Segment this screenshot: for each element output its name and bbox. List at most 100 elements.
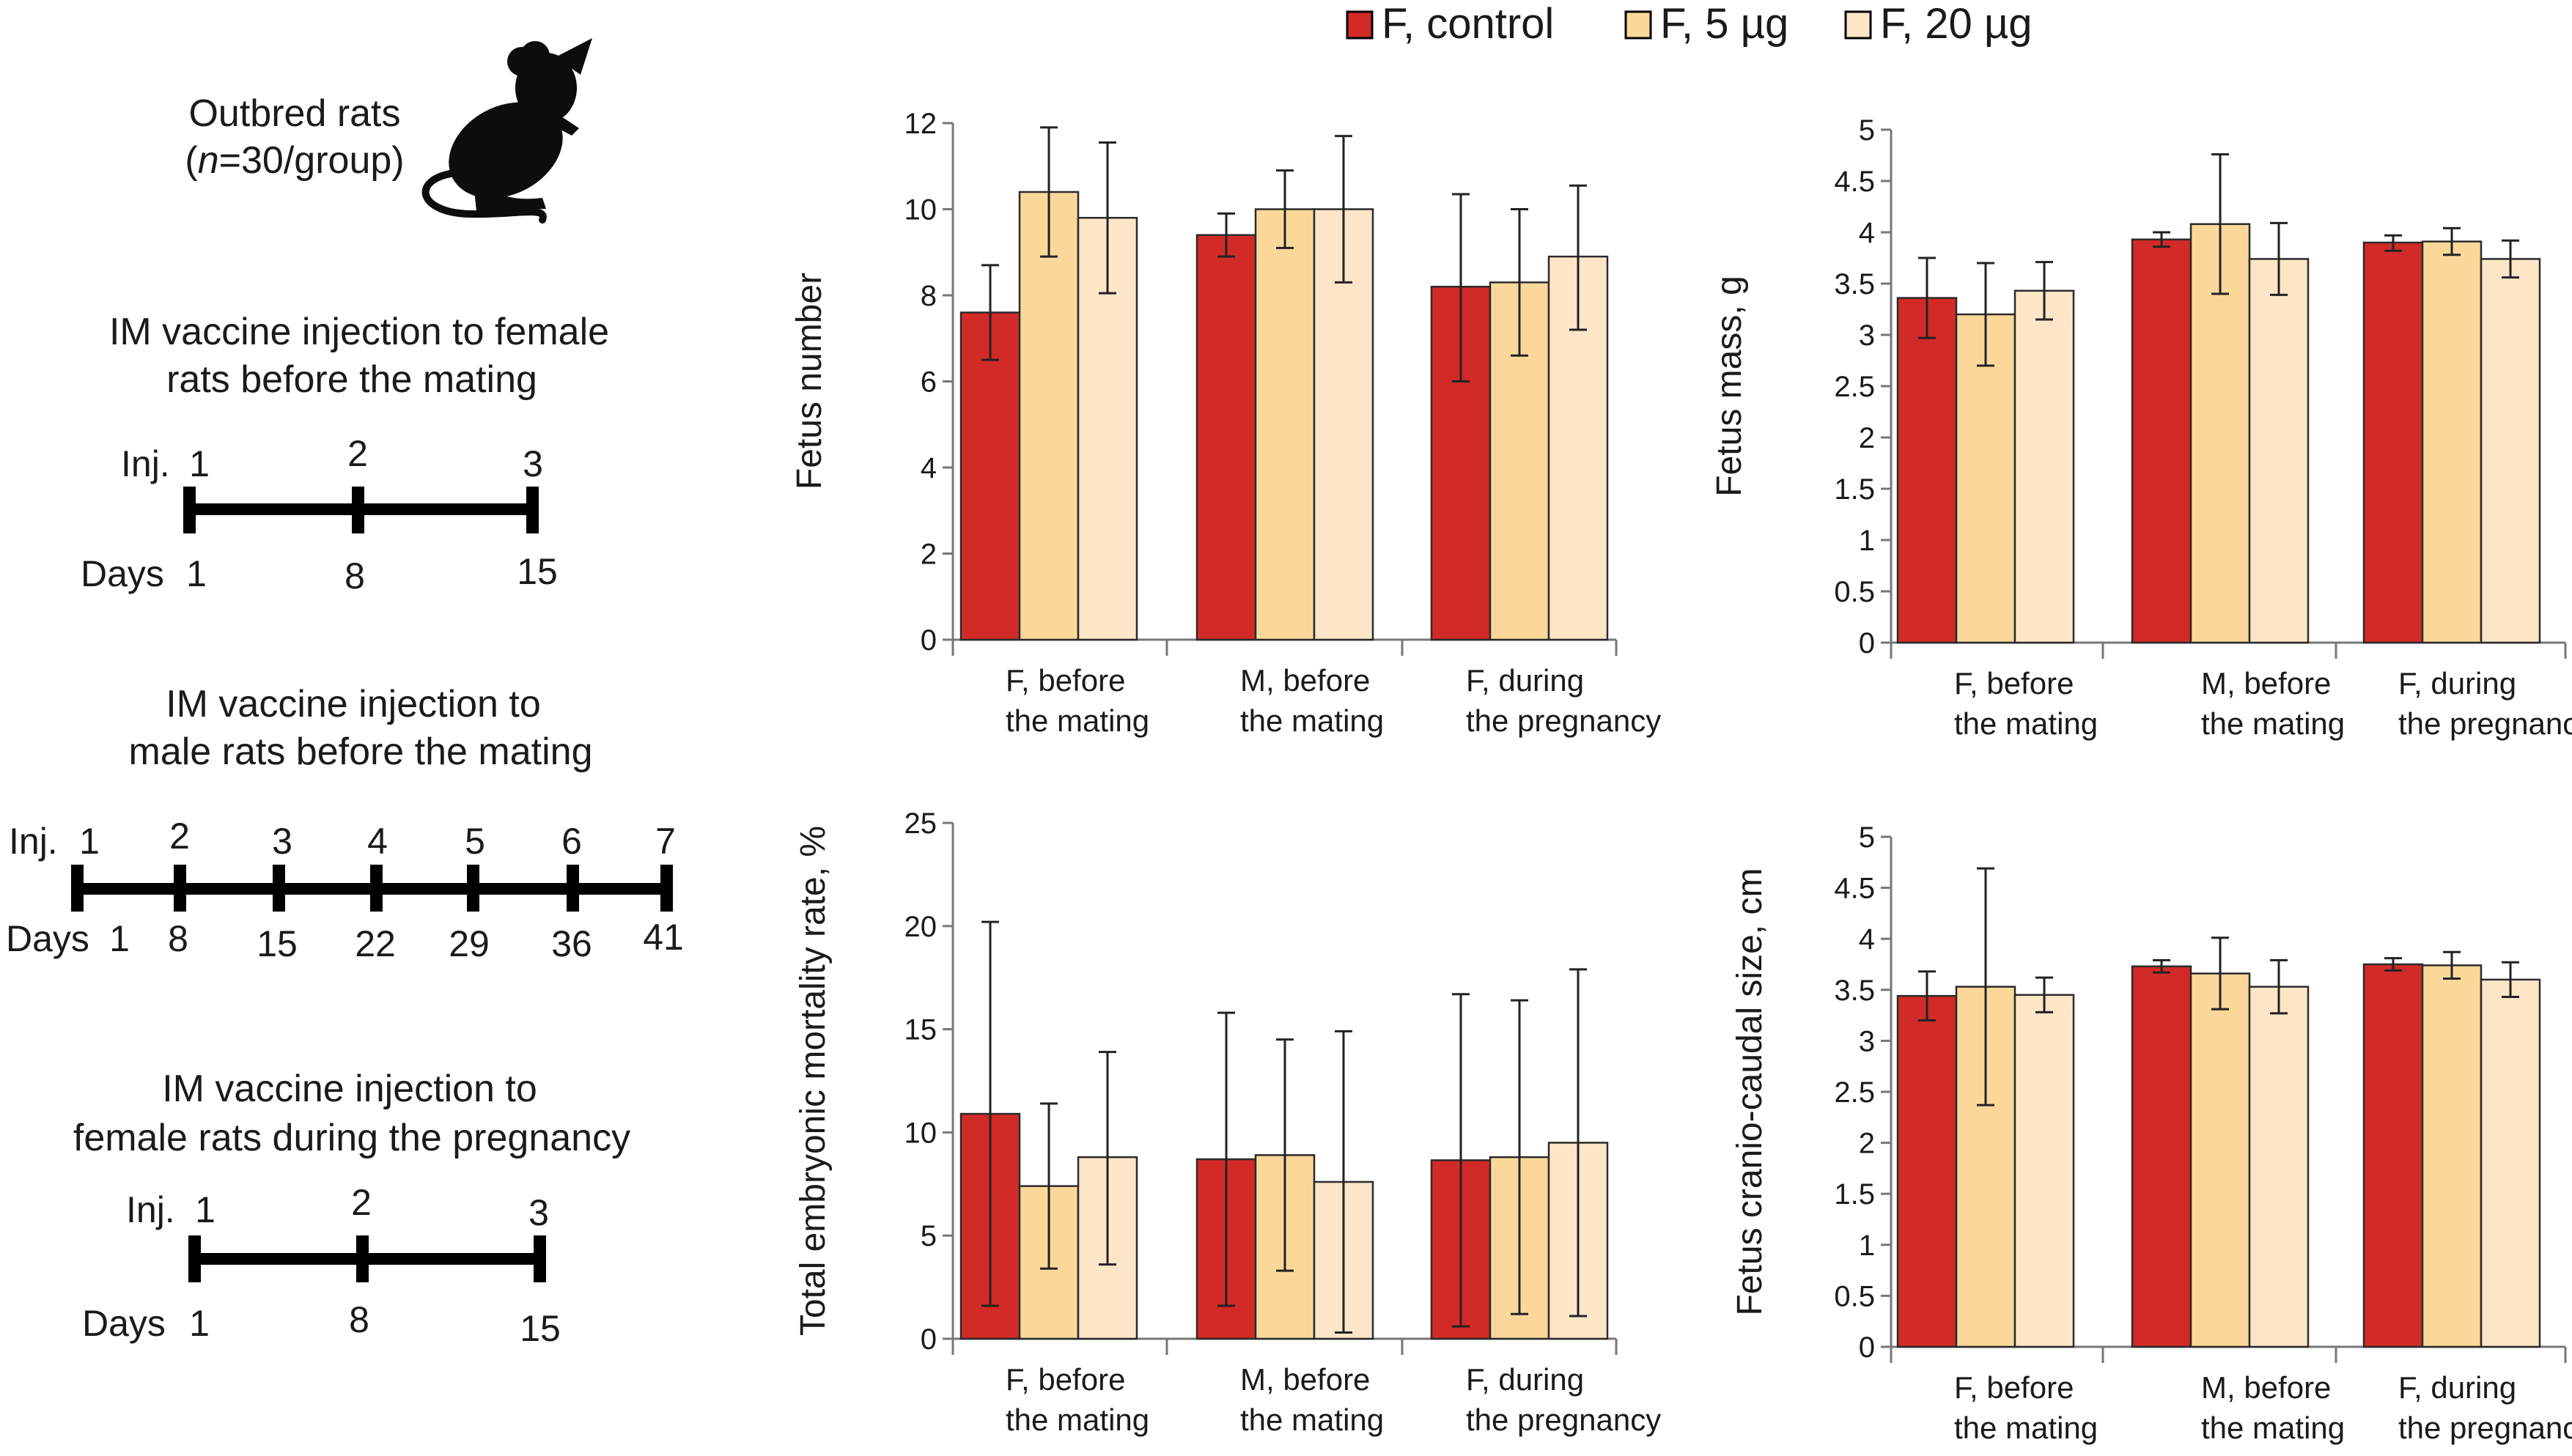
y-tick-label: 4 (1859, 217, 1875, 249)
y-tick-label: 20 (904, 911, 937, 943)
y-tick-label: 2.5 (1834, 1076, 1875, 1109)
protocol-2-tick-5 (467, 865, 479, 912)
legend-item-20ug: F, 20 µg (1844, 0, 2033, 48)
y-tick-label: 1.5 (1834, 473, 1875, 506)
bar (1896, 994, 1958, 1348)
legend-label-5ug: F, 5 µg (1660, 0, 1788, 48)
legend-label-control: F, control (1382, 0, 1554, 48)
category-label: the mating (1240, 1403, 1384, 1437)
chart-3: 0 5 10 15 20 25 F, before the mating M, before th… (794, 808, 1661, 1437)
protocol-1-inj-3: 3 (523, 443, 543, 484)
protocol-3-tick-2 (356, 1235, 369, 1282)
y-tick-label: 4 (921, 452, 937, 484)
bar (1254, 208, 1316, 641)
bar (1195, 234, 1257, 641)
schematic: Outbred rats (n=30/group) IM vaccine inj… (6, 38, 684, 1349)
protocol-3-day-1: 1 (189, 1303, 210, 1344)
y-tick-label: 5 (1859, 821, 1875, 854)
protocol-3-inj-3: 3 (528, 1192, 549, 1233)
y-tick-label: 5 (1859, 114, 1875, 147)
y-tick-label: 3.5 (1834, 268, 1875, 300)
chart-4: 0 0.5 1 1.5 2 2.5 3 3.5 4 4.5 5 F, before the mating… (1731, 821, 2572, 1445)
protocol-2-inj-4: 4 (367, 821, 388, 862)
bar (2189, 972, 2251, 1348)
protocol-2-tick-4 (370, 865, 383, 912)
bar (2362, 963, 2424, 1348)
protocol-male-before-mating: IM vaccine injection to male rats before… (6, 683, 684, 964)
category-label: the mating (1006, 703, 1149, 738)
y-tick-label: 2.5 (1834, 371, 1875, 403)
legend-item-control: F, control (1346, 0, 1554, 48)
protocol-female-before-mating: IM vaccine injection to female rats befo… (81, 311, 609, 596)
y-axis-label: Total embryonic mortality rate, % (794, 826, 833, 1336)
protocol-1-day-1: 1 (186, 553, 207, 594)
y-tick-label: 12 (904, 108, 937, 140)
protocol-2-day-4: 22 (355, 923, 396, 964)
protocol-2-day-6: 36 (551, 923, 592, 964)
protocol-1-inj-2: 2 (347, 433, 368, 474)
protocol-2-tick-3 (273, 865, 285, 912)
y-tick-label: 0 (921, 1323, 937, 1356)
y-tick-label: 0 (921, 624, 937, 657)
y-axis-label: Fetus cranio-caudal size, cm (1731, 868, 1769, 1316)
protocol-3-inj-2: 2 (351, 1182, 372, 1223)
y-tick-label: 4 (1859, 923, 1875, 956)
y-tick-label: 25 (904, 808, 937, 840)
y-tick-label: 4.5 (1834, 873, 1875, 905)
protocol-1-tick-3 (526, 487, 539, 533)
category-label: the mating (1006, 1403, 1149, 1437)
category-label: F, before (1954, 1370, 2074, 1405)
rats-n: (n=30/group) (185, 139, 404, 182)
y-tick-label: 1 (1859, 1230, 1875, 1262)
protocol-2-inj-3: 3 (272, 821, 292, 862)
bar (2480, 978, 2541, 1348)
bar (2362, 241, 2424, 644)
y-tick-label: 1 (1859, 525, 1875, 557)
protocol-3-day-2: 8 (349, 1299, 369, 1340)
category-label: F, during (2398, 1370, 2516, 1405)
protocol-1-tick-2 (352, 487, 364, 533)
protocol-2-inj-label: Inj. (9, 821, 58, 862)
category-label: M, before (1240, 1362, 1370, 1397)
category-label: M, before (2201, 1370, 2331, 1405)
protocol-1-inj-1: 1 (189, 443, 210, 484)
category-label: F, before (1954, 666, 2074, 701)
protocol-1-tick-1 (183, 487, 196, 533)
y-tick-label: 3.5 (1834, 975, 1875, 1007)
chart-1: 0 2 4 6 8 10 12 F, before the mating M, before the… (790, 108, 1661, 738)
protocol-3-tick-1 (188, 1235, 201, 1282)
bar (2248, 258, 2310, 644)
category-label: the mating (2201, 1411, 2345, 1445)
y-tick-label: 6 (921, 366, 937, 399)
y-tick-label: 0.5 (1834, 1280, 1875, 1312)
protocol-2-inj-6: 6 (561, 821, 582, 862)
category-label: M, before (1240, 663, 1370, 698)
bar (2131, 965, 2192, 1348)
protocol-2-tick-6 (567, 865, 579, 912)
bar (1896, 297, 1958, 644)
protocol-2-days-label: Days (6, 918, 89, 959)
y-tick-label: 15 (904, 1014, 937, 1046)
bar (2421, 240, 2483, 644)
protocol-2-inj-2: 2 (169, 816, 190, 857)
rats-label: Outbred rats (188, 92, 400, 135)
y-tick-label: 10 (904, 194, 937, 226)
protocol-2-day-3: 15 (257, 923, 298, 964)
y-tick-label: 10 (904, 1117, 937, 1149)
legend-label-20ug: F, 20 µg (1880, 0, 2033, 48)
protocol-1-day-2: 8 (344, 555, 365, 596)
protocol-1-inj-label: Inj. (121, 443, 170, 484)
protocol-3-title-line2: female rats during the pregnancy (73, 1117, 630, 1159)
protocol-2-tick-1 (71, 865, 84, 912)
protocol-3-tick-3 (534, 1235, 546, 1282)
category-label: the pregnancy (1466, 703, 1661, 738)
category-label: F, during (1466, 1362, 1584, 1397)
protocol-3-days-label: Days (82, 1303, 166, 1344)
bar (1955, 313, 2016, 644)
y-axis-label: Fetus mass, g (1710, 276, 1749, 496)
protocol-2-inj-1: 1 (79, 821, 100, 862)
y-axis-label: Fetus number (790, 273, 829, 489)
category-label: F, during (2398, 666, 2516, 701)
category-label: the pregnancy (2398, 1411, 2572, 1445)
